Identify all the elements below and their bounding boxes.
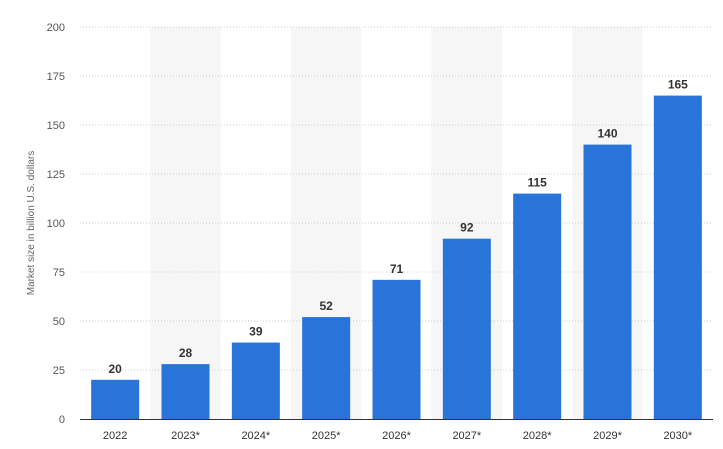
y-tick-label: 200 bbox=[47, 22, 65, 34]
bar bbox=[513, 193, 562, 419]
y-axis-label: Market size in billion U.S. dollars bbox=[26, 151, 37, 296]
data-labels: 20 28 39 52 71 92 115 140 165 bbox=[108, 78, 688, 376]
x-tick-label: 2028* bbox=[523, 430, 552, 442]
x-tick-label: 2030* bbox=[663, 430, 692, 442]
bar bbox=[302, 317, 351, 419]
x-axis-ticks: 2022 2023* 2024* 2025* 2026* 2027* 2028* 2029* 2… bbox=[103, 430, 693, 442]
data-label: 115 bbox=[527, 176, 547, 190]
bar bbox=[91, 379, 140, 419]
data-label: 28 bbox=[179, 346, 193, 360]
x-tick-label: 2029* bbox=[593, 430, 622, 442]
data-label: 140 bbox=[597, 127, 617, 141]
x-tick-label: 2027* bbox=[452, 430, 481, 442]
data-label: 71 bbox=[390, 262, 404, 276]
y-tick-label: 75 bbox=[53, 267, 65, 279]
y-tick-label: 150 bbox=[47, 120, 65, 132]
data-label: 92 bbox=[460, 221, 474, 235]
bar bbox=[583, 144, 632, 419]
bars bbox=[91, 95, 702, 419]
bar bbox=[442, 238, 491, 419]
bar bbox=[231, 342, 280, 419]
bar bbox=[372, 279, 421, 419]
data-label: 39 bbox=[249, 325, 263, 339]
y-tick-label: 175 bbox=[47, 71, 65, 83]
y-tick-label: 50 bbox=[53, 316, 65, 328]
y-tick-label: 100 bbox=[47, 218, 65, 230]
bar bbox=[653, 95, 702, 419]
x-tick-label: 2024* bbox=[241, 430, 270, 442]
x-tick-label: 2025* bbox=[312, 430, 341, 442]
y-axis-ticks: 0 25 50 75 100 125 150 175 200 bbox=[47, 22, 65, 426]
y-tick-label: 0 bbox=[59, 414, 65, 426]
data-label: 20 bbox=[108, 362, 122, 376]
y-tick-label: 25 bbox=[53, 365, 65, 377]
bar bbox=[161, 364, 210, 419]
x-tick-label: 2022 bbox=[103, 430, 127, 442]
x-tick-label: 2023* bbox=[171, 430, 200, 442]
y-tick-label: 125 bbox=[47, 169, 65, 181]
data-label: 52 bbox=[319, 299, 333, 313]
data-label: 165 bbox=[668, 78, 688, 92]
x-tick-label: 2026* bbox=[382, 430, 411, 442]
